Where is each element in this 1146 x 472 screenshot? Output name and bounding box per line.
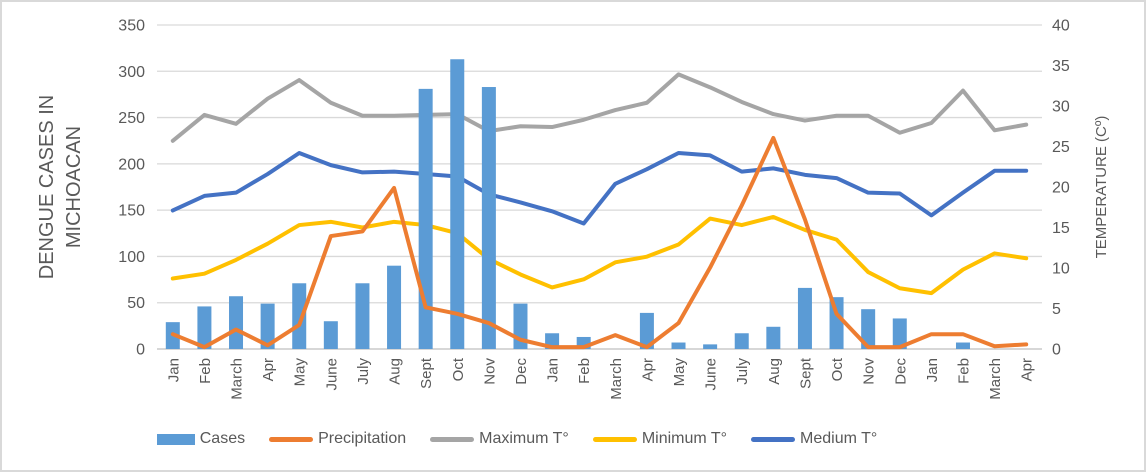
month-label: July [734,358,751,385]
cases-bar-swatch-icon [156,433,195,445]
legend-label-medium-t: Medium T° [800,430,878,447]
month-label: Oct [450,357,467,381]
month-label: Nov [861,358,878,385]
bar-cases [766,326,781,349]
line-medium-t- [170,150,1029,226]
bar-cases [292,283,307,349]
right-axis-tick-label: 35 [1052,58,1070,75]
line-minimum-t- [170,214,1029,296]
month-label: Dec [892,358,909,385]
line-maximum-t- [170,72,1029,143]
bar-cases [418,88,433,350]
maximum-t-line-swatch-icon [430,436,475,442]
month-label: June [323,358,340,391]
left-axis-tick-label: 350 [118,18,145,35]
month-label: May [671,358,688,387]
month-label: Jan [165,358,182,382]
left-axis-tick-label: 100 [118,249,145,266]
month-label: Jan [545,358,562,382]
left-axis-tick-label: 150 [118,203,145,220]
bar-cases [450,59,465,349]
month-label: March [987,358,1004,400]
legend-item-maximum-t[interactable]: Maximum T° [430,430,569,448]
left-axis-tick-label: 250 [118,110,145,127]
bar-cases [323,321,338,349]
month-label: Aug [387,358,404,385]
month-label: Aug [766,358,783,385]
month-label: Feb [576,358,593,384]
month-label: March [608,358,625,400]
right-axis-tick-label: 0 [1052,342,1061,359]
month-label: July [355,358,372,385]
legend-label-minimum-t: Minimum T° [641,430,728,447]
right-axis-tick-label: 15 [1052,220,1070,237]
legend-item-medium-t[interactable]: Medium T° [751,430,877,448]
left-axis-tick-label: 50 [127,295,145,312]
bar-cases [355,283,370,349]
bar-cases [861,309,876,349]
month-label: Feb [955,358,972,384]
month-label: Dec [513,358,530,385]
minimum-t-line-swatch-icon [592,436,637,442]
month-label: Sept [418,357,435,389]
bar-cases [260,303,275,349]
bar-cases [703,344,718,349]
month-label: Apr [639,358,656,381]
month-label: Apr [260,358,277,381]
legend-label-precipitation: Precipitation [318,430,407,447]
bar-cases [229,296,244,349]
bar-cases [197,306,212,349]
precipitation-line-swatch-icon [269,436,314,442]
month-label: March [229,358,246,400]
bar-cases [829,297,844,349]
left-axis-tick-label: 0 [136,342,145,359]
left-axis-tick-label: 200 [118,156,145,173]
legend-item-minimum-t[interactable]: Minimum T° [592,430,728,448]
legend-item-cases[interactable]: Cases [156,430,246,448]
bar-cases [639,312,654,349]
right-axis-tick-label: 25 [1052,139,1070,156]
month-label: May [292,358,309,387]
right-axis-tick-label: 5 [1052,301,1061,318]
line-precipitation [170,135,1029,350]
month-label: Nov [481,358,498,385]
legend-label-maximum-t: Maximum T° [479,430,569,447]
month-label: Feb [197,358,214,384]
right-axis-tick-label: 30 [1052,99,1070,116]
legend: Cases Precipitation Maximum T° Minimum T… [2,430,1032,448]
month-label: Jan [924,358,941,382]
bar-cases [892,318,907,349]
bar-cases [671,342,686,349]
legend-label-cases: Cases [199,430,246,447]
month-label: Sept [797,357,814,389]
month-label: June [703,358,720,391]
bar-cases [734,333,749,349]
medium-t-line-swatch-icon [751,436,796,442]
month-label: Apr [1019,358,1036,381]
bar-cases [387,265,402,349]
right-axis-tick-label: 40 [1052,18,1070,35]
bar-cases [955,342,970,349]
right-axis-tick-label: 10 [1052,261,1070,278]
right-axis-tick-label: 20 [1052,180,1070,197]
legend-item-precipitation[interactable]: Precipitation [269,430,406,448]
left-axis-tick-label: 300 [118,64,145,81]
bar-cases [797,287,812,349]
bar-cases [481,87,496,349]
month-label: Oct [829,357,846,381]
